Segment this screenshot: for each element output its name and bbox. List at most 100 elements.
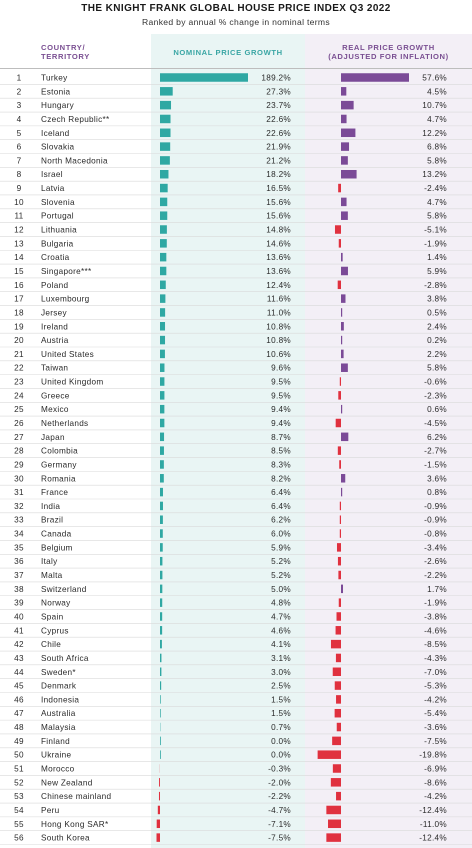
real-bar <box>335 653 341 663</box>
real-bar <box>336 722 341 732</box>
country-label: Hungary <box>41 101 75 110</box>
rank-label: 7 <box>17 156 22 165</box>
rank-label: 32 <box>14 502 24 511</box>
rank-label: 22 <box>14 364 24 373</box>
nominal-value-label: 14.6% <box>266 239 291 248</box>
nominal-bar <box>160 87 173 96</box>
nominal-value-label: 1.5% <box>271 709 291 718</box>
nominal-value-label: 6.2% <box>271 516 291 525</box>
nominal-value-label: 3.1% <box>271 654 291 663</box>
rank-label: 30 <box>14 474 24 483</box>
real-bar <box>339 501 341 511</box>
rank-label: 34 <box>14 530 24 539</box>
country-label: Cyprus <box>41 626 69 635</box>
rank-label: 40 <box>14 612 24 621</box>
country-label: Poland <box>41 281 68 290</box>
real-value-label: 6.8% <box>427 143 447 152</box>
country-label: Malta <box>41 571 63 580</box>
real-bar <box>338 183 341 193</box>
country-label: Hong Kong SAR* <box>41 820 109 829</box>
country-label: Denmark <box>41 682 77 691</box>
nominal-panel-background <box>151 34 305 848</box>
nominal-bar <box>160 432 165 442</box>
country-label: Spain <box>41 612 64 621</box>
nominal-bar <box>160 363 165 372</box>
real-bar <box>337 556 341 566</box>
country-label: Portugal <box>41 212 74 221</box>
nominal-bar <box>160 695 161 704</box>
real-value-label: 0.6% <box>427 405 447 414</box>
real-bar <box>326 833 341 842</box>
country-label: Austria <box>41 336 69 345</box>
real-bar <box>341 87 347 96</box>
nominal-value-label: 13.6% <box>266 253 291 262</box>
rank-label: 24 <box>14 391 24 400</box>
country-label: India <box>41 502 60 511</box>
real-bar <box>339 377 341 386</box>
rank-label: 26 <box>14 419 24 428</box>
real-value-label: -7.5% <box>424 737 447 746</box>
nominal-bar <box>160 750 161 759</box>
nominal-value-label: 9.5% <box>271 378 291 387</box>
real-value-label: -5.1% <box>424 226 447 235</box>
real-column-header: REAL PRICE GROWTH (ADJUSTED FOR INFLATIO… <box>305 43 472 61</box>
nominal-value-label: 6.0% <box>271 530 291 539</box>
nominal-value-label: 9.5% <box>271 391 291 400</box>
real-value-label: 1.4% <box>427 253 447 262</box>
real-value-label: -0.8% <box>424 530 447 539</box>
rank-label: 39 <box>14 599 24 608</box>
country-label: Ukraine <box>41 751 71 760</box>
real-value-label: 3.6% <box>427 474 447 483</box>
nominal-bar <box>159 778 160 787</box>
nominal-bar <box>160 708 161 718</box>
country-label: Belgium <box>41 543 73 552</box>
nominal-bar <box>160 404 165 414</box>
real-bar <box>341 363 348 372</box>
rank-label: 6 <box>17 143 22 152</box>
country-label: Colombia <box>41 447 78 456</box>
country-label: Romania <box>41 474 76 483</box>
nominal-bar <box>160 543 163 552</box>
rank-label: 45 <box>14 682 24 691</box>
country-label: Malaysia <box>41 723 76 732</box>
nominal-bar <box>160 515 163 524</box>
real-value-label: 5.9% <box>427 267 447 276</box>
real-value-label: 4.7% <box>427 198 447 207</box>
country-label: Norway <box>41 599 71 608</box>
real-bar <box>341 404 343 414</box>
country-label: Ireland <box>41 322 68 331</box>
nominal-bar <box>160 570 163 580</box>
real-bar <box>336 612 341 621</box>
country-label: Bulgaria <box>41 239 74 248</box>
country-label: Indonesia <box>41 695 79 704</box>
real-bar <box>330 778 341 787</box>
nominal-value-label: 16.5% <box>266 184 291 193</box>
nominal-value-label: 8.2% <box>271 474 291 483</box>
country-label: Croatia <box>41 253 70 262</box>
nominal-bar <box>160 653 162 663</box>
rank-label: 28 <box>14 447 24 456</box>
nominal-bar <box>160 294 166 303</box>
nominal-bar <box>156 819 160 829</box>
real-value-label: -0.9% <box>424 502 447 511</box>
country-label: Lithuania <box>41 226 77 235</box>
nominal-bar <box>160 280 166 290</box>
real-value-label: -3.6% <box>424 723 447 732</box>
nominal-value-label: 9.4% <box>271 419 291 428</box>
real-value-label: 1.7% <box>427 585 447 594</box>
country-label: France <box>41 488 68 497</box>
rank-label: 53 <box>14 792 24 801</box>
nominal-value-label: 21.9% <box>266 143 291 152</box>
real-value-label: -2.8% <box>424 281 447 290</box>
nominal-value-label: 5.9% <box>271 543 291 552</box>
nominal-value-label: 8.7% <box>271 433 291 442</box>
country-label: Italy <box>41 557 58 566</box>
real-value-label: -2.7% <box>424 447 447 456</box>
country-label: Singapore*** <box>41 267 92 276</box>
rank-label: 47 <box>14 709 24 718</box>
nominal-value-label: -4.7% <box>268 806 291 815</box>
nominal-value-label: -2.2% <box>268 792 291 801</box>
country-label: Netherlands <box>41 419 88 428</box>
rank-label: 38 <box>14 585 24 594</box>
